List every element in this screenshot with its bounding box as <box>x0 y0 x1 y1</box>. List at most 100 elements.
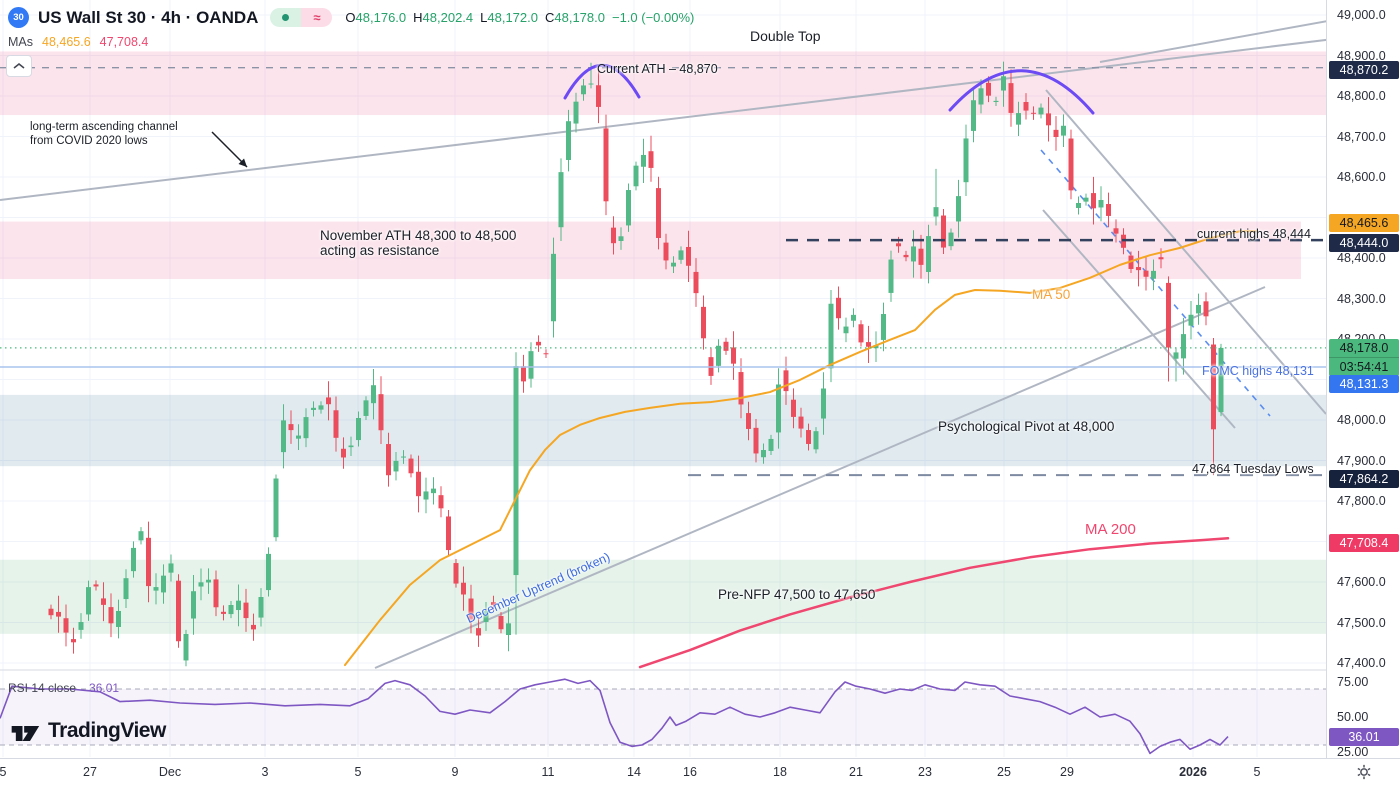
price-badge-value: 48,444.0 <box>1339 236 1389 251</box>
candle-body <box>108 607 114 624</box>
candle-body <box>581 85 586 95</box>
candle-body <box>1203 301 1209 317</box>
price-badge: 48,131.3 <box>1329 374 1399 393</box>
candle-body <box>828 303 834 369</box>
annotation-current-highs[interactable]: current highs 48,444 <box>1197 227 1311 241</box>
ma200-line <box>638 537 1230 669</box>
candle-body <box>191 591 196 619</box>
candle-body <box>918 248 924 265</box>
candle-body <box>393 460 399 472</box>
candle-body <box>573 101 579 124</box>
rsi-label: RSI 14 close <box>8 681 77 695</box>
candle-body <box>1091 193 1096 209</box>
time-axis[interactable]: 5 27 Dec 3 5 9 11 14 16 18 21 23 25 29 2026 5 <box>0 758 1400 785</box>
price-badge-value: 48,870.2 <box>1339 62 1389 77</box>
candle-body <box>851 314 856 321</box>
candle-body <box>858 324 864 343</box>
candle-body <box>1023 101 1029 111</box>
candle-body <box>78 622 84 630</box>
annotation-long-term-channel[interactable]: long-term ascending channel from COVID 2… <box>30 121 178 148</box>
candle-body <box>213 579 219 608</box>
candle-body <box>1166 282 1171 348</box>
symbol-title[interactable]: US Wall St 30 · 4h · OANDA <box>38 7 259 27</box>
price-axis-label: 47,900.0 <box>1337 453 1386 468</box>
candle-body <box>1053 129 1059 137</box>
candle-body <box>483 610 489 622</box>
candle-body <box>318 405 324 410</box>
candle-body <box>386 444 391 476</box>
candle-body <box>476 628 481 636</box>
candle-body <box>588 83 594 85</box>
annotation-fomc-highs[interactable]: FOMC highs 48,131 <box>1202 364 1314 378</box>
annotation-tuesday-lows[interactable]: 47,864 Tuesday Lows <box>1192 462 1314 476</box>
candle-body <box>251 624 256 630</box>
descending-channel-lower <box>1042 209 1236 429</box>
annotation-line: long-term ascending channel <box>30 121 178 133</box>
price-axis-label: 49,000.0 <box>1337 8 1386 22</box>
candle-body <box>273 478 279 538</box>
candle-body <box>941 215 946 248</box>
annotation-pre-nfp[interactable]: Pre-NFP 47,500 to 47,650 <box>718 587 876 602</box>
annotation-ma50-label[interactable]: MA 50 <box>1032 287 1071 302</box>
tradingview-logo-icon <box>11 726 40 741</box>
price-axis-label: 47,800.0 <box>1337 494 1386 508</box>
price-axis-label: 47,400.0 <box>1337 656 1386 670</box>
annotation-line: acting as resistance <box>320 243 440 258</box>
candle-body <box>453 563 459 584</box>
candle-body <box>626 190 631 226</box>
december-uptrend-line <box>374 286 1266 669</box>
time-axis-label: 14 <box>627 765 641 779</box>
price-axis-label: 48,600.0 <box>1337 170 1386 184</box>
candle-body <box>873 345 879 349</box>
pane-up-button[interactable] <box>6 55 32 77</box>
candle-body <box>1143 270 1149 277</box>
tradingview-logo[interactable]: TradingView <box>10 719 166 743</box>
candle-body <box>348 445 354 448</box>
candle-body <box>1136 267 1141 271</box>
price-change: −1.0 (−0.00%) <box>611 10 695 25</box>
annotation-ma200-label[interactable]: MA 200 <box>1085 521 1136 538</box>
candle-body <box>138 531 144 541</box>
market-status-pill[interactable]: ≈ <box>270 8 333 27</box>
candle-body <box>228 605 234 615</box>
candle-body <box>1106 204 1111 216</box>
candle-body <box>986 82 991 96</box>
candle-body <box>911 246 916 262</box>
annotation-current-ath[interactable]: Current ATH – 48,870 <box>597 62 718 76</box>
annotation-november-resistance[interactable]: November ATH 48,300 to 48,500 acting as … <box>320 228 516 258</box>
candle-body <box>783 370 789 392</box>
annotation-psychological-pivot[interactable]: Psychological Pivot at 48,000 <box>938 419 1115 434</box>
candle-body <box>168 563 174 573</box>
candle-body <box>401 456 406 458</box>
price-badge: 36.01 <box>1329 727 1399 746</box>
price-badge: 48,444.0 <box>1329 234 1399 253</box>
price-badge: 48,870.2 <box>1329 60 1399 79</box>
price-axis[interactable]: 49,000.0 48,900.0 48,800.0 48,700.0 48,600.0… <box>1326 0 1400 785</box>
candle-body <box>56 611 61 617</box>
time-axis-label: 9 <box>451 765 459 779</box>
breakdown-dashed-line <box>1040 149 1271 417</box>
rsi-axis-label: 50.00 <box>1337 710 1369 724</box>
time-axis-label: 27 <box>83 765 97 779</box>
candle-body <box>153 587 159 591</box>
candle-body <box>738 372 744 405</box>
candle-body <box>528 351 534 379</box>
time-axis-settings-gear-icon[interactable] <box>1355 763 1373 781</box>
candle-body <box>431 488 436 494</box>
candle-body <box>843 326 849 334</box>
time-axis-label: 2026 <box>1179 765 1207 779</box>
rsi-value: 36.01 <box>89 681 120 695</box>
candle-body <box>1173 352 1179 359</box>
price-badge: 47,864.2 <box>1329 469 1399 488</box>
annotation-double-top[interactable]: Double Top <box>750 28 821 44</box>
zone-band-ath-zone <box>0 51 1326 116</box>
candle-body <box>461 582 466 595</box>
candle-body <box>618 236 624 241</box>
ohlc-readout: O48,176.0 H48,202.4 L48,172.0 C48,178.0 … <box>345 10 695 25</box>
candle-body <box>326 397 331 405</box>
ascending-channel-main <box>0 30 1400 201</box>
candle-body <box>176 580 181 642</box>
candle-body <box>551 253 556 322</box>
price-axis-label: 48,000.0 <box>1337 413 1386 427</box>
